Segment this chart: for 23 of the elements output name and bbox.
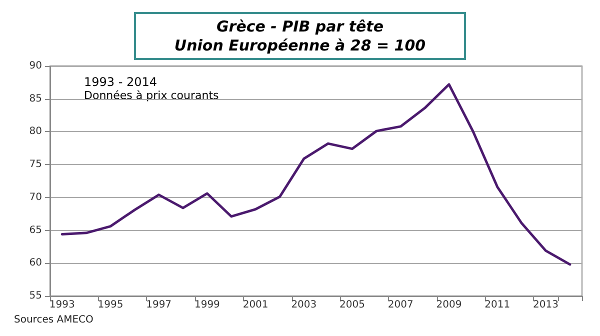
chart-title: Grèce - PIB par tête Union Européenne à 28 = 100 xyxy=(174,18,426,54)
annotation: Données à prix courants xyxy=(84,89,220,102)
x-tick-label: 2003 xyxy=(291,300,317,310)
y-tick-label: 80 xyxy=(29,126,42,138)
y-tick-label: 70 xyxy=(29,192,42,203)
y-tick-label: 75 xyxy=(29,159,42,170)
annotation: 1993 - 2014 xyxy=(84,75,158,89)
x-tick-label: 2009 xyxy=(436,300,462,310)
x-tick-label: 2007 xyxy=(388,300,414,310)
x-tick-label: 1999 xyxy=(194,300,220,310)
x-tick-label: 2011 xyxy=(484,300,510,310)
y-tick-label: 90 xyxy=(29,60,42,72)
x-tick-label: 1995 xyxy=(98,300,124,310)
x-tick-label: 1997 xyxy=(146,300,172,310)
x-tick-label: 2013 xyxy=(533,300,558,310)
y-tick-label: 65 xyxy=(29,224,42,236)
y-tick-label: 85 xyxy=(29,93,42,104)
source-note: Sources AMECO xyxy=(14,314,94,326)
y-tick-label: 60 xyxy=(29,258,42,269)
x-tick-label: 2005 xyxy=(340,300,365,310)
x-tick-label: 1993 xyxy=(49,300,75,310)
y-tick-label: 55 xyxy=(29,290,42,302)
x-tick-label: 2001 xyxy=(242,300,268,310)
